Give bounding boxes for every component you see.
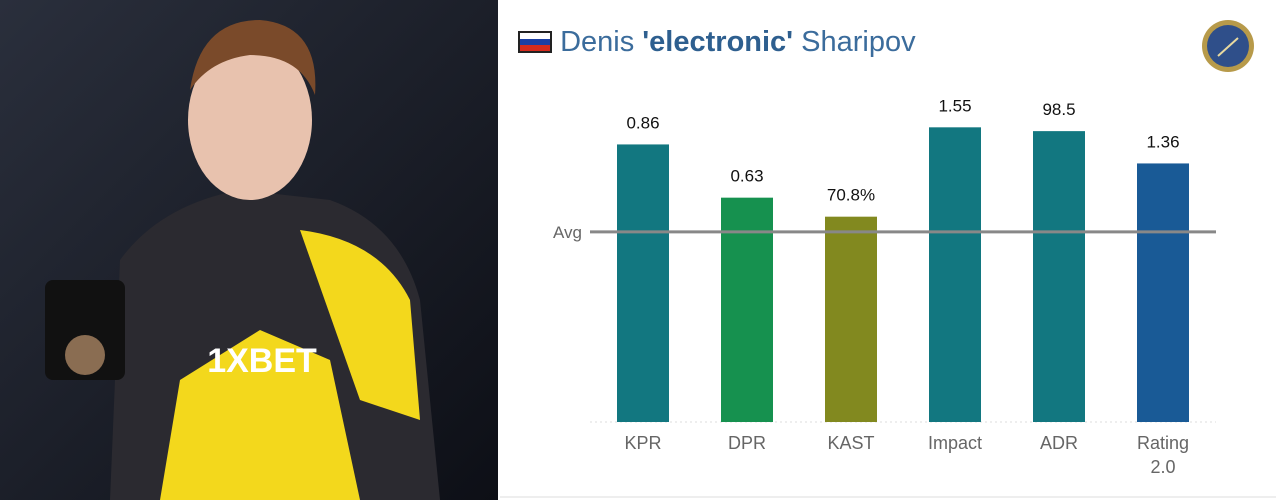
player-name: Denis 'electronic' Sharipov xyxy=(518,26,916,59)
last-name: Sharipov xyxy=(801,26,916,58)
x-tick-label: Impact xyxy=(927,433,983,453)
player-photo: 1XBET xyxy=(0,0,498,500)
x-tick-label: ADR xyxy=(1039,433,1078,453)
svg-text:1XBET: 1XBET xyxy=(207,342,317,380)
bar xyxy=(825,216,877,422)
nickname: 'electronic' xyxy=(642,26,794,58)
x-tick-label: KPR xyxy=(624,433,662,453)
x-tick-label: DPR xyxy=(727,433,766,453)
value-label: 98.5 xyxy=(1042,100,1075,119)
value-label: 70.8% xyxy=(827,186,875,205)
bar xyxy=(1137,163,1189,422)
bar xyxy=(721,197,773,422)
bar xyxy=(617,144,669,422)
chart: 0.86 0.63 70.8% 1.55 98.5 1.36 Avg xyxy=(500,96,1276,498)
flag xyxy=(518,31,552,53)
bar xyxy=(1033,131,1085,423)
y-tick-label: Avg xyxy=(553,223,582,242)
x-tick-label: Rating 2.0 xyxy=(1136,433,1190,477)
value-label: 1.55 xyxy=(938,96,971,115)
value-label: 0.86 xyxy=(626,113,659,132)
bar xyxy=(929,127,981,423)
first-name: Denis xyxy=(560,26,635,58)
value-label: 1.36 xyxy=(1146,132,1179,151)
value-label: 0.63 xyxy=(730,167,763,186)
x-tick-label: KAST xyxy=(827,433,875,453)
medal-icon xyxy=(1202,20,1254,72)
